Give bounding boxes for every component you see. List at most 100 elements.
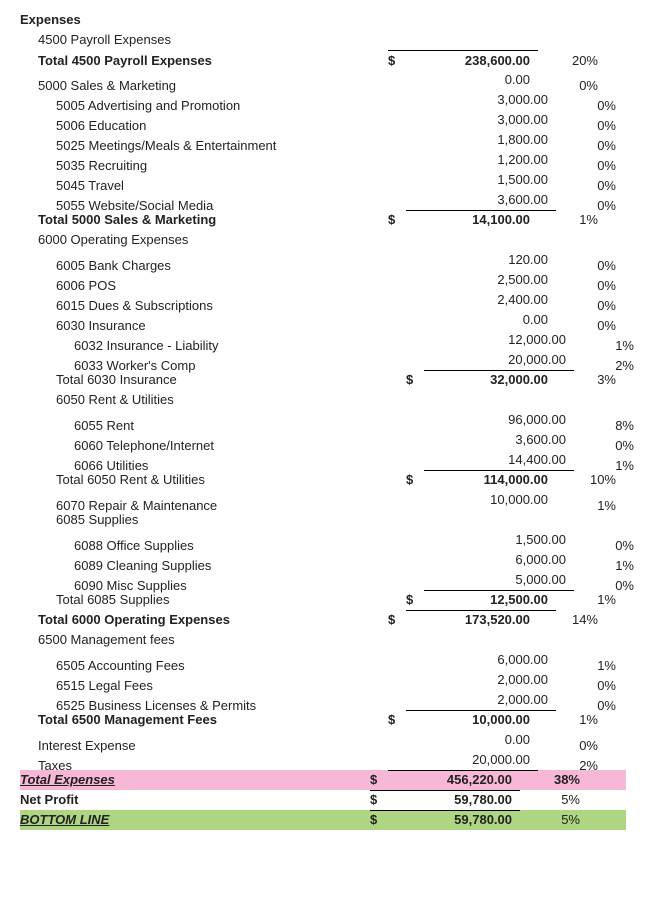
row-label: Total 4500 Payroll Expenses: [20, 51, 388, 71]
row-amount: 6,000.00: [424, 550, 574, 570]
row-amount: 2,000.00: [406, 690, 556, 711]
currency-symbol: $: [406, 590, 426, 610]
table-row: Total 6030 Insurance$32,000.003%: [20, 370, 626, 390]
row-label: 5006 Education: [20, 116, 406, 136]
currency-symbol: [406, 150, 426, 170]
table-row: Total 6500 Management Fees$10,000.001%: [20, 710, 626, 730]
currency-symbol: [406, 670, 426, 690]
row-amount: 3,000.00: [406, 90, 556, 110]
row-amount: 2,000.00: [406, 670, 556, 690]
row-percent: 0%: [556, 96, 616, 116]
row-amount: 0.00: [406, 310, 556, 330]
currency-symbol: $: [370, 790, 390, 810]
row-label: 6015 Dues & Subscriptions: [20, 296, 406, 316]
currency-symbol: [406, 270, 426, 290]
currency-symbol: [406, 190, 426, 210]
row-label: 6088 Office Supplies: [20, 536, 424, 556]
table-row: 5000 Sales & Marketing0.000%: [20, 70, 626, 90]
row-percent: 0%: [556, 156, 616, 176]
row-label: Net Profit: [20, 790, 370, 810]
currency-symbol: [406, 170, 426, 190]
table-row: Total 5000 Sales & Marketing$14,100.001%: [20, 210, 626, 230]
row-label: 5000 Sales & Marketing: [20, 76, 388, 96]
row-percent: 5%: [520, 810, 580, 830]
amount-value: 5,000.00: [444, 570, 574, 590]
currency-symbol: [388, 70, 408, 90]
row-label: 5045 Travel: [20, 176, 406, 196]
row-percent: 0%: [556, 676, 616, 696]
table-row: 6055 Rent96,000.008%: [20, 410, 626, 430]
currency-symbol: [424, 450, 444, 470]
currency-symbol: [406, 650, 426, 670]
row-amount: 2,500.00: [406, 270, 556, 290]
row-amount: 1,500.00: [406, 170, 556, 190]
currency-symbol: $: [388, 610, 408, 630]
currency-symbol: $: [388, 51, 408, 71]
row-label: 5035 Recruiting: [20, 156, 406, 176]
row-percent: 0%: [574, 436, 634, 456]
row-amount: $12,500.00: [406, 590, 556, 611]
row-percent: 1%: [556, 496, 616, 516]
row-percent: 1%: [556, 590, 616, 610]
row-amount: 2,400.00: [406, 290, 556, 310]
table-row: 6088 Office Supplies1,500.000%: [20, 530, 626, 550]
amount-value: 1,500.00: [426, 170, 556, 190]
row-percent: 1%: [574, 336, 634, 356]
currency-symbol: [406, 490, 426, 510]
row-label: Total 6000 Operating Expenses: [20, 610, 388, 630]
table-row: Total Expenses$456,220.0038%: [20, 770, 626, 790]
currency-symbol: $: [406, 370, 426, 390]
table-row: Total 6085 Supplies$12,500.001%: [20, 590, 626, 610]
amount-value: 20,000.00: [444, 350, 574, 370]
currency-symbol: $: [370, 770, 390, 790]
currency-symbol: [424, 550, 444, 570]
currency-symbol: [424, 570, 444, 590]
currency-symbol: [406, 110, 426, 130]
row-label: 6060 Telephone/Internet: [20, 436, 424, 456]
amount-value: 0.00: [408, 70, 538, 90]
row-percent: 0%: [574, 536, 634, 556]
row-percent: 0%: [556, 176, 616, 196]
row-label: Total 5000 Sales & Marketing: [20, 210, 388, 230]
row-amount: $59,780.00: [370, 810, 520, 830]
table-row: BOTTOM LINE$59,780.005%: [20, 810, 626, 830]
row-label: Expenses: [20, 10, 370, 30]
amount-value: 2,000.00: [426, 670, 556, 690]
currency-symbol: [406, 250, 426, 270]
row-amount: $173,520.00: [388, 610, 538, 630]
row-percent: 0%: [556, 296, 616, 316]
table-row: 6085 Supplies: [20, 510, 626, 530]
row-amount: 20,000.00: [424, 350, 574, 371]
row-label: 6505 Accounting Fees: [20, 656, 406, 676]
table-row: 6070 Repair & Maintenance10,000.001%: [20, 490, 626, 510]
amount-value: 10,000.00: [426, 490, 556, 510]
row-amount: 6,000.00: [406, 650, 556, 670]
amount-value: 120.00: [426, 250, 556, 270]
amount-value: 96,000.00: [444, 410, 574, 430]
row-percent: 10%: [556, 470, 616, 490]
currency-symbol: [406, 690, 426, 710]
row-label: Total 6085 Supplies: [20, 590, 406, 610]
table-row: Net Profit$59,780.005%: [20, 790, 626, 810]
table-row: 6005 Bank Charges120.000%: [20, 250, 626, 270]
row-amount: $238,600.00: [388, 50, 538, 71]
row-percent: 0%: [556, 116, 616, 136]
row-amount: 20,000.00: [388, 750, 538, 771]
row-label: 4500 Payroll Expenses: [20, 30, 388, 50]
row-label: Total 6500 Management Fees: [20, 710, 388, 730]
table-row: 6505 Accounting Fees6,000.001%: [20, 650, 626, 670]
row-percent: 38%: [520, 770, 580, 790]
row-percent: 8%: [574, 416, 634, 436]
amount-value: 2,000.00: [426, 690, 556, 710]
currency-symbol: [424, 530, 444, 550]
row-amount: 10,000.00: [406, 490, 556, 510]
expense-report-table: Expenses4500 Payroll ExpensesTotal 4500 …: [20, 10, 626, 830]
row-percent: 1%: [538, 710, 598, 730]
row-label: BOTTOM LINE: [20, 810, 370, 830]
row-amount: 120.00: [406, 250, 556, 270]
row-amount: 3,600.00: [406, 190, 556, 211]
amount-value: 14,400.00: [444, 450, 574, 470]
amount-value: 6,000.00: [444, 550, 574, 570]
row-amount: $14,100.00: [388, 210, 538, 230]
amount-value: 1,800.00: [426, 130, 556, 150]
